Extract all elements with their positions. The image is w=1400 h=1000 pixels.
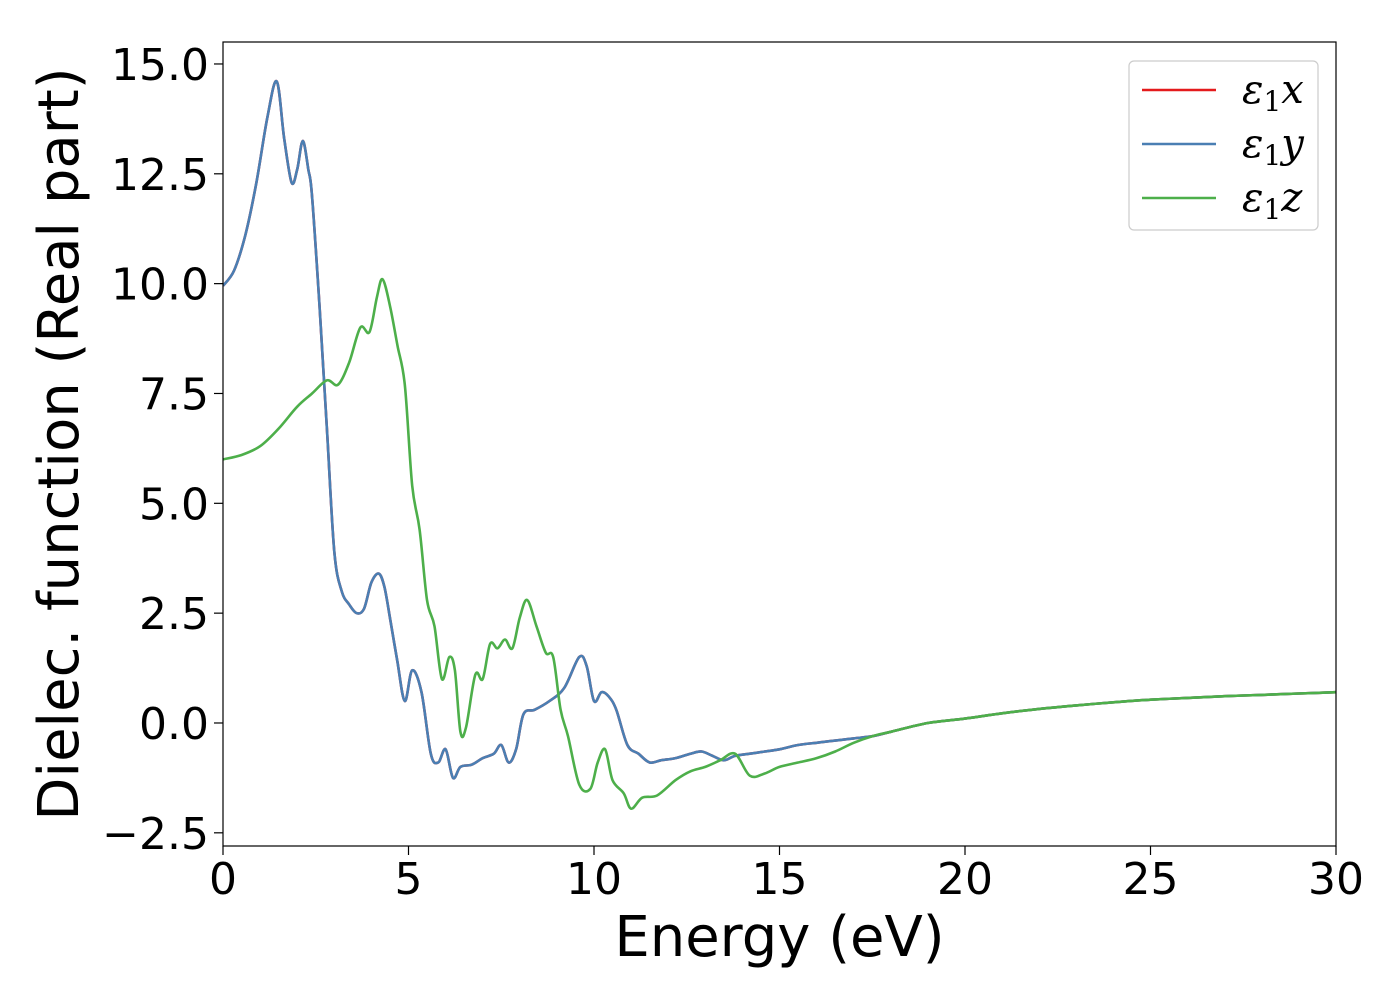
y-tick-label: 5.0 [139, 479, 209, 530]
x-tick-label: 0 [209, 854, 237, 905]
series-layer [223, 79, 1336, 810]
legend-box [1128, 60, 1319, 231]
x-tick-label: 5 [395, 854, 423, 905]
x-tick-label: 10 [566, 854, 622, 905]
x-axis-ticks: 0 5 10 15 20 25 30 [209, 846, 1364, 905]
legend-label-x: ε1x [1242, 67, 1304, 118]
x-tick-label: 30 [1308, 854, 1364, 905]
x-tick-label: 15 [752, 854, 808, 905]
y-tick-label: 12.5 [111, 150, 209, 201]
legend-label-z: ε1z [1242, 175, 1303, 226]
x-axis-label: Energy (eV) [614, 905, 944, 970]
y-axis-label: Dielec. function (Real part) [27, 67, 92, 820]
x-tick-label: 20 [937, 854, 993, 905]
legend-label-y: ε1y [1242, 121, 1305, 172]
y-tick-label: 0.0 [139, 699, 209, 750]
x-tick-label: 25 [1123, 854, 1179, 905]
y-tick-label: 15.0 [111, 40, 209, 91]
y-tick-label: 2.5 [139, 589, 209, 640]
y-axis-ticks: −2.5 0.0 2.5 5.0 7.5 10.0 12.5 15.0 [102, 40, 223, 860]
y-tick-label: 7.5 [139, 369, 209, 420]
y-tick-label: 10.0 [111, 260, 209, 311]
y-tick-label: −2.5 [102, 809, 209, 860]
series-line-z [223, 277, 1336, 810]
